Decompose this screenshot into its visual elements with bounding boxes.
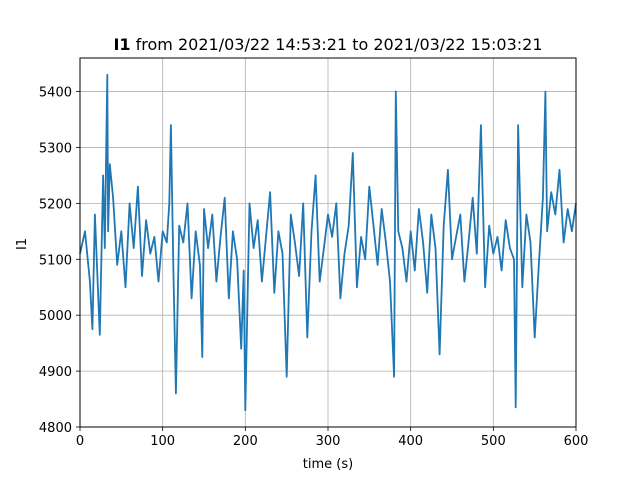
chart-title-rest: from 2021/03/22 14:53:21 to 2021/03/22 1… [131,35,543,54]
x-tick-label: 600 [564,434,589,449]
x-tick-label: 500 [481,434,506,449]
x-tick-label: 0 [76,434,84,449]
x-tick-label: 100 [150,434,175,449]
y-tick-label: 5400 [39,86,72,101]
x-tick-label: 200 [233,434,258,449]
y-tick-label: 4800 [39,421,72,436]
x-axis-label: time (s) [303,457,353,472]
y-tick-label: 5100 [39,253,72,268]
y-tick-label: 5200 [39,197,72,212]
chart-title: I1 from 2021/03/22 14:53:21 to 2021/03/2… [113,35,542,54]
x-tick-label: 300 [316,434,341,449]
y-tick-label: 5000 [39,309,72,324]
axis-ticks: 0 100 200 300 400 500 600 4800 4900 5000 5100 5200 5… [39,86,589,449]
series-line [79,73,577,412]
y-axis-label: I1 [15,238,30,250]
y-tick-label: 4900 [39,365,72,380]
plot-area [79,73,577,412]
chart-title-bold: I1 [113,35,130,54]
y-tick-label: 5300 [39,141,72,156]
x-tick-label: 400 [398,434,423,449]
